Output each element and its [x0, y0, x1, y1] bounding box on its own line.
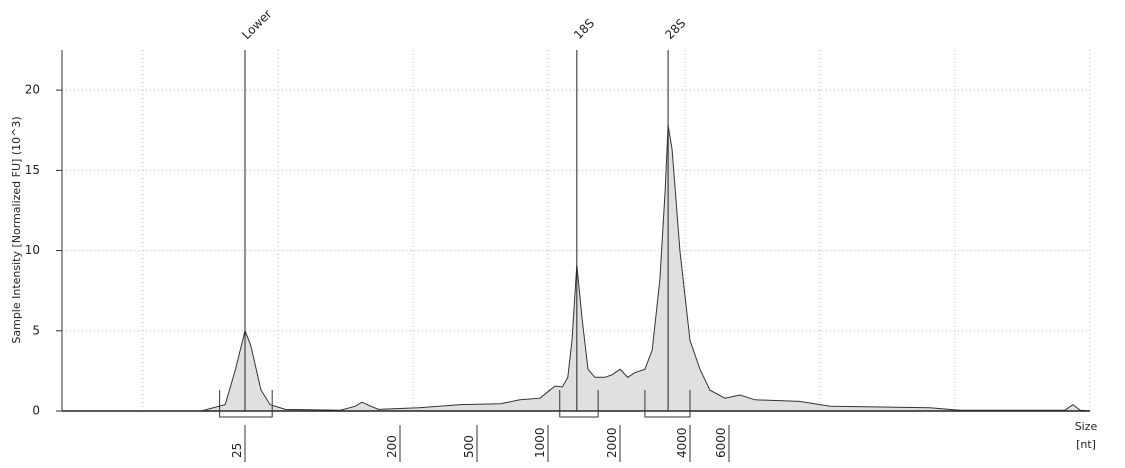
y-tick-label: 5 [32, 323, 40, 337]
x-tick-label: 25 [230, 443, 244, 458]
x-tick-label: 500 [462, 435, 476, 458]
x-tick-label: 4000 [675, 427, 689, 458]
x-axis-unit: [nt] [1076, 438, 1096, 451]
x-tick-label: 1000 [533, 427, 547, 458]
y-tick-label: 20 [25, 83, 40, 97]
x-tick-label: 6000 [714, 427, 728, 458]
region [644, 410, 691, 418]
x-axis-label: Size [1075, 420, 1098, 433]
y-tick-label: 0 [32, 404, 40, 418]
trace-area [62, 125, 1090, 412]
y-tick-label: 10 [25, 243, 40, 257]
x-tick-label: 2000 [605, 427, 619, 458]
peak-label: Lower [239, 7, 274, 42]
trace-line [62, 125, 1091, 412]
x-tick-label: 200 [385, 435, 399, 458]
vertical-grid [142, 50, 1091, 411]
peak-label: 18S [571, 16, 597, 42]
y-axis-label: Sample Intensity [Normalized FU] (10^3) [10, 116, 23, 343]
peak-label: 28S [662, 16, 688, 42]
region [559, 410, 599, 418]
y-tick-label: 15 [25, 163, 40, 177]
region [219, 410, 273, 418]
